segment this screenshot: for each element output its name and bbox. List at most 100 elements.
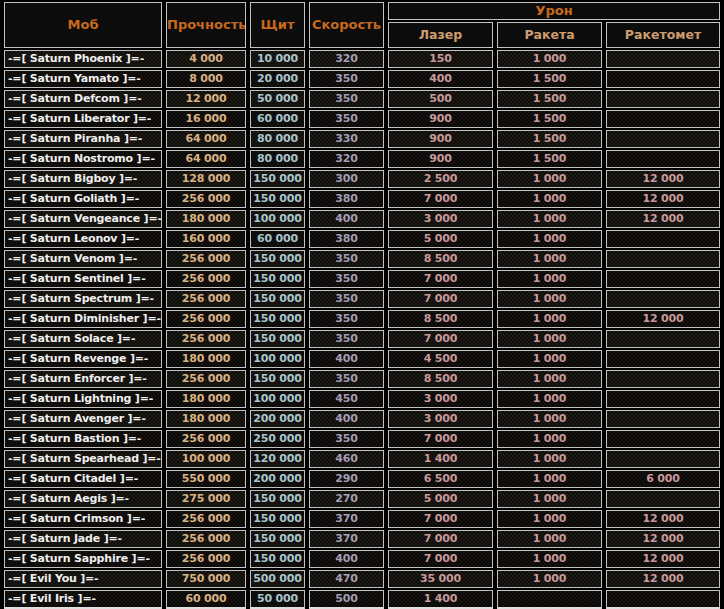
table-row: -=[ Saturn Vengeance ]=-180 000100 00040… — [4, 210, 720, 228]
table-row: -=[ Saturn Sentinel ]=-256 000150 000350… — [4, 270, 720, 288]
launcher-damage-value: 12 000 — [606, 170, 720, 188]
rocket-damage-value: 1 000 — [497, 550, 602, 568]
laser-damage-value: 1 400 — [388, 450, 493, 468]
durability-value: 256 000 — [166, 530, 246, 548]
durability-value: 550 000 — [166, 470, 246, 488]
laser-damage-value: 1 400 — [388, 590, 493, 609]
speed-value: 300 — [309, 170, 384, 188]
launcher-damage-value — [606, 130, 720, 148]
mob-name: -=[ Evil You ]=- — [4, 570, 162, 588]
laser-damage-value: 5 000 — [388, 230, 493, 248]
rocket-damage-value: 1 500 — [497, 150, 602, 168]
speed-value: 460 — [309, 450, 384, 468]
laser-damage-value: 3 000 — [388, 390, 493, 408]
launcher-damage-value — [606, 590, 720, 609]
table-row: -=[ Evil Iris ]=-60 00050 0005001 400 — [4, 590, 720, 609]
laser-damage-value: 500 — [388, 90, 493, 108]
durability-value: 256 000 — [166, 250, 246, 268]
shield-value: 120 000 — [250, 450, 305, 468]
rocket-damage-value: 1 500 — [497, 90, 602, 108]
speed-value: 400 — [309, 210, 384, 228]
rocket-damage-value: 1 000 — [497, 170, 602, 188]
laser-damage-value: 7 000 — [388, 190, 493, 208]
header-shield: Щит — [250, 2, 305, 48]
speed-value: 270 — [309, 490, 384, 508]
mob-name: -=[ Saturn Solace ]=- — [4, 330, 162, 348]
header-laser: Лазер — [388, 22, 493, 48]
speed-value: 380 — [309, 230, 384, 248]
rocket-damage-value: 1 000 — [497, 50, 602, 68]
mob-name: -=[ Saturn Diminisher ]=- — [4, 310, 162, 328]
table-body: -=[ Saturn Phoenix ]=-4 00010 0003201501… — [4, 50, 720, 609]
mob-stats-table: Моб Прочность Щит Скорость Урон Лазер Ра… — [0, 0, 724, 609]
launcher-damage-value — [606, 70, 720, 88]
speed-value: 400 — [309, 350, 384, 368]
laser-damage-value: 900 — [388, 150, 493, 168]
mob-name: -=[ Saturn Defcom ]=- — [4, 90, 162, 108]
table-row: -=[ Saturn Venom ]=-256 000150 0003508 5… — [4, 250, 720, 268]
durability-value: 12 000 — [166, 90, 246, 108]
mob-name: -=[ Saturn Goliath ]=- — [4, 190, 162, 208]
mob-name: -=[ Saturn Phoenix ]=- — [4, 50, 162, 68]
mob-name: -=[ Saturn Bigboy ]=- — [4, 170, 162, 188]
durability-value: 256 000 — [166, 510, 246, 528]
rocket-damage-value: 1 000 — [497, 510, 602, 528]
speed-value: 500 — [309, 590, 384, 609]
rocket-damage-value: 1 500 — [497, 130, 602, 148]
launcher-damage-value — [606, 50, 720, 68]
laser-damage-value: 7 000 — [388, 430, 493, 448]
mob-name: -=[ Saturn Crimson ]=- — [4, 510, 162, 528]
speed-value: 350 — [309, 110, 384, 128]
launcher-damage-value — [606, 370, 720, 388]
table-row: -=[ Saturn Leonov ]=-160 00060 0003805 0… — [4, 230, 720, 248]
mob-name: -=[ Evil Iris ]=- — [4, 590, 162, 609]
shield-value: 80 000 — [250, 150, 305, 168]
laser-damage-value: 7 000 — [388, 550, 493, 568]
mob-name: -=[ Saturn Venom ]=- — [4, 250, 162, 268]
laser-damage-value: 3 000 — [388, 410, 493, 428]
shield-value: 150 000 — [250, 170, 305, 188]
launcher-damage-value — [606, 410, 720, 428]
rocket-damage-value: 1 000 — [497, 310, 602, 328]
durability-value: 180 000 — [166, 410, 246, 428]
speed-value: 290 — [309, 470, 384, 488]
mob-name: -=[ Saturn Jade ]=- — [4, 530, 162, 548]
laser-damage-value: 5 000 — [388, 490, 493, 508]
launcher-damage-value: 12 000 — [606, 530, 720, 548]
laser-damage-value: 7 000 — [388, 330, 493, 348]
launcher-damage-value — [606, 430, 720, 448]
mob-name: -=[ Saturn Piranha ]=- — [4, 130, 162, 148]
durability-value: 256 000 — [166, 550, 246, 568]
mob-name: -=[ Saturn Yamato ]=- — [4, 70, 162, 88]
durability-value: 256 000 — [166, 330, 246, 348]
durability-value: 256 000 — [166, 370, 246, 388]
mob-name: -=[ Saturn Leonov ]=- — [4, 230, 162, 248]
table-row: -=[ Saturn Avenger ]=-180 000200 0004003… — [4, 410, 720, 428]
rocket-damage-value — [497, 590, 602, 609]
shield-value: 150 000 — [250, 270, 305, 288]
launcher-damage-value: 12 000 — [606, 570, 720, 588]
speed-value: 350 — [309, 310, 384, 328]
durability-value: 60 000 — [166, 590, 246, 609]
table-row: -=[ Saturn Nostromo ]=-64 00080 00032090… — [4, 150, 720, 168]
speed-value: 330 — [309, 130, 384, 148]
speed-value: 350 — [309, 250, 384, 268]
laser-damage-value: 8 500 — [388, 250, 493, 268]
launcher-damage-value: 6 000 — [606, 470, 720, 488]
shield-value: 150 000 — [250, 370, 305, 388]
header-durability: Прочность — [166, 2, 246, 48]
launcher-damage-value: 12 000 — [606, 310, 720, 328]
rocket-damage-value: 1 500 — [497, 70, 602, 88]
shield-value: 20 000 — [250, 70, 305, 88]
shield-value: 100 000 — [250, 390, 305, 408]
rocket-damage-value: 1 000 — [497, 270, 602, 288]
speed-value: 450 — [309, 390, 384, 408]
durability-value: 64 000 — [166, 130, 246, 148]
speed-value: 380 — [309, 190, 384, 208]
table-row: -=[ Saturn Enforcer ]=-256 000150 000350… — [4, 370, 720, 388]
mob-name: -=[ Saturn Enforcer ]=- — [4, 370, 162, 388]
rocket-damage-value: 1 000 — [497, 230, 602, 248]
laser-damage-value: 6 500 — [388, 470, 493, 488]
launcher-damage-value: 12 000 — [606, 210, 720, 228]
rocket-damage-value: 1 000 — [497, 410, 602, 428]
